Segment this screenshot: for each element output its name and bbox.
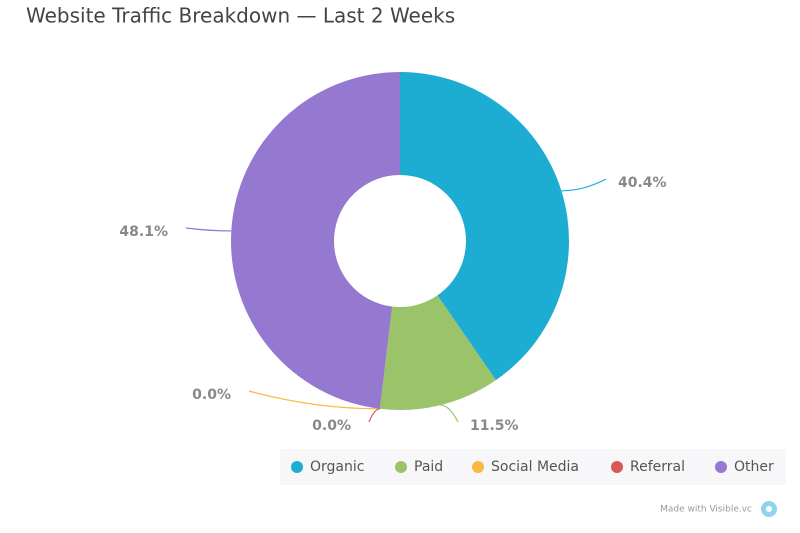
chart-title: Website Traffic Breakdown — Last 2 Weeks — [26, 4, 455, 28]
leader-line — [561, 178, 607, 192]
watermark: Made with Visible.vc — [660, 505, 752, 515]
legend-swatch — [611, 461, 623, 473]
data-label: 0.0% — [192, 387, 231, 403]
legend-label: Referral — [630, 459, 685, 475]
slice — [400, 72, 569, 381]
legend-swatch — [472, 461, 484, 473]
legend-swatch — [715, 461, 727, 473]
legend-label: Organic — [310, 459, 364, 475]
slice — [379, 295, 496, 410]
legend-swatch — [395, 461, 407, 473]
leader-line — [248, 390, 380, 410]
leader-line — [185, 227, 232, 232]
data-label: 0.0% — [312, 418, 351, 434]
watermark-logo — [761, 501, 777, 517]
legend-box — [280, 449, 786, 485]
legend-label: Other — [734, 459, 774, 475]
legend-label: Paid — [414, 459, 443, 475]
data-label: 48.1% — [119, 224, 168, 240]
slice — [230, 71, 400, 409]
data-label: 11.5% — [470, 418, 519, 434]
leader-line — [368, 408, 380, 423]
leader-line — [440, 404, 459, 423]
legend-swatch — [291, 461, 303, 473]
legend-label: Social Media — [491, 459, 579, 475]
data-label: 40.4% — [618, 175, 667, 191]
